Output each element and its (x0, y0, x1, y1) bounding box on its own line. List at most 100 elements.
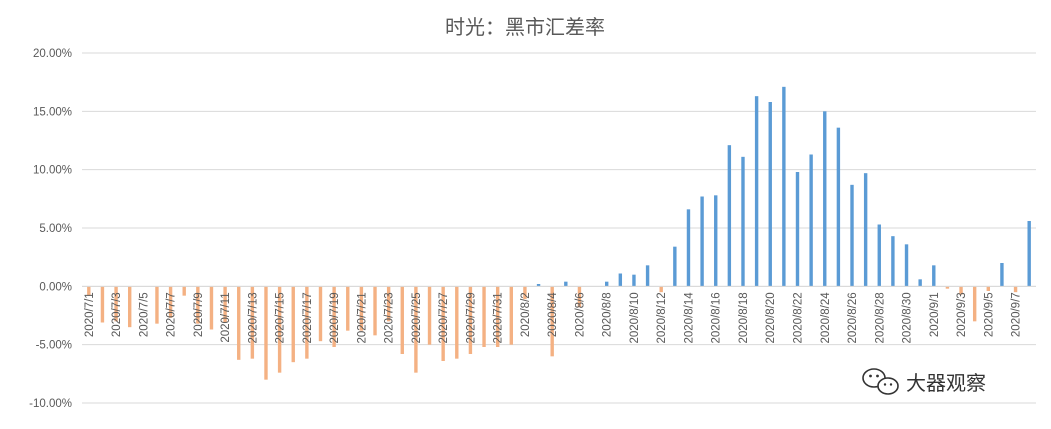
bar (645, 265, 650, 287)
bar (100, 286, 105, 323)
bar (700, 196, 704, 287)
x-tick-label: 2020/9/5 (983, 292, 995, 337)
x-tick-label: 2020/7/25 (411, 292, 423, 343)
x-tick-label: 2020/7/5 (138, 292, 150, 337)
x-tick-label: 2020/8/28 (874, 292, 886, 343)
x-tick-label: 2020/8/14 (683, 292, 695, 344)
bar (823, 111, 827, 287)
bar (577, 286, 582, 308)
x-tick-label: 2020/7/23 (384, 292, 396, 343)
y-axis-ticks: 20.00% 15.00% 10.00% 5.00% 0.00% -5.00% -10.00… (29, 48, 72, 410)
bar (209, 286, 214, 330)
bar (782, 86, 786, 287)
bar (809, 154, 813, 287)
bar (455, 286, 459, 359)
x-tick-label: 2020/8/2 (520, 292, 532, 337)
x-tick-label: 2020/8/8 (602, 292, 614, 337)
bar (918, 279, 922, 287)
x-tick-label: 2020/7/1 (84, 292, 96, 337)
bar (673, 246, 677, 287)
x-tick-label: 2020/9/3 (956, 292, 968, 337)
bar (686, 209, 691, 287)
x-tick-label: 2020/7/27 (438, 292, 450, 343)
bar (972, 286, 977, 322)
bar (754, 96, 759, 287)
bar (863, 173, 868, 287)
bar (250, 286, 255, 359)
bar (277, 286, 282, 373)
bar (237, 286, 241, 360)
bar (632, 274, 636, 287)
bar (959, 286, 963, 295)
chart-title: 时光：黑市汇差率 (445, 15, 605, 39)
x-tick-label: 2020/7/7 (166, 292, 178, 337)
x-tick-label: 2020/8/18 (738, 292, 750, 343)
bar (196, 286, 200, 324)
bars (87, 86, 1031, 380)
bar (482, 286, 486, 347)
bar (168, 286, 173, 318)
y-tick-label: 15.00% (33, 106, 72, 118)
bar (1027, 221, 1031, 287)
bar (441, 286, 445, 361)
y-tick-label: -10.00% (29, 398, 72, 410)
y-tick-label: 20.00% (33, 48, 72, 60)
x-tick-label: 2020/8/10 (629, 292, 641, 343)
bar (986, 286, 990, 291)
bar (87, 286, 91, 296)
x-tick-label: 2020/8/20 (765, 292, 777, 343)
x-tick-label: 2020/9/1 (929, 292, 941, 337)
x-tick-label: 2020/7/31 (493, 292, 505, 343)
bar (877, 224, 881, 287)
bar (564, 281, 568, 287)
bar (128, 286, 132, 328)
bar (386, 286, 391, 322)
x-tick-label: 2020/8/22 (793, 292, 805, 343)
x-tick-label: 2020/8/4 (547, 292, 559, 337)
bar (182, 286, 186, 296)
bar (468, 286, 473, 354)
bar (359, 286, 364, 331)
bar (523, 286, 527, 300)
bar (346, 286, 350, 331)
x-tick-label: 2020/8/24 (820, 292, 832, 344)
bar (618, 273, 623, 287)
bar (509, 286, 513, 345)
bar (264, 286, 268, 380)
x-tick-label: 2020/8/12 (656, 292, 668, 343)
y-tick-label: 0.00% (39, 281, 72, 293)
x-tick-label: 2020/9/7 (1011, 292, 1023, 337)
bar (727, 145, 732, 287)
watermark: 大器观察 (862, 368, 986, 395)
x-tick-label: 2020/7/13 (247, 292, 259, 343)
bar (155, 286, 159, 324)
x-tick-label: 2020/7/11 (220, 292, 232, 342)
bar (400, 286, 404, 354)
x-tick-label: 2020/8/16 (711, 292, 723, 343)
bar (550, 286, 554, 357)
bar (291, 286, 295, 363)
bar (1013, 286, 1018, 293)
bar (114, 286, 118, 322)
x-axis-ticks: 2020/7/1 2020/7/3 2020/7/5 2020/7/7 2020/7/9… (84, 292, 1023, 344)
y-tick-label: -5.00% (36, 340, 72, 352)
bar (741, 156, 745, 287)
x-tick-label: 2020/7/15 (275, 292, 287, 343)
bar (714, 195, 718, 287)
watermark-text: 大器观察 (906, 371, 986, 395)
bar (659, 286, 663, 293)
x-tick-label: 2020/7/29 (465, 292, 477, 343)
x-tick-label: 2020/8/30 (902, 292, 914, 343)
bar (1000, 263, 1004, 287)
bar (768, 102, 772, 287)
bar (945, 286, 950, 289)
bar (536, 284, 541, 287)
x-tick-label: 2020/7/3 (111, 292, 123, 337)
bar (427, 286, 432, 345)
bar (414, 286, 418, 373)
bar (223, 286, 227, 323)
x-tick-label: 2020/7/21 (356, 292, 368, 343)
bar (891, 236, 895, 287)
